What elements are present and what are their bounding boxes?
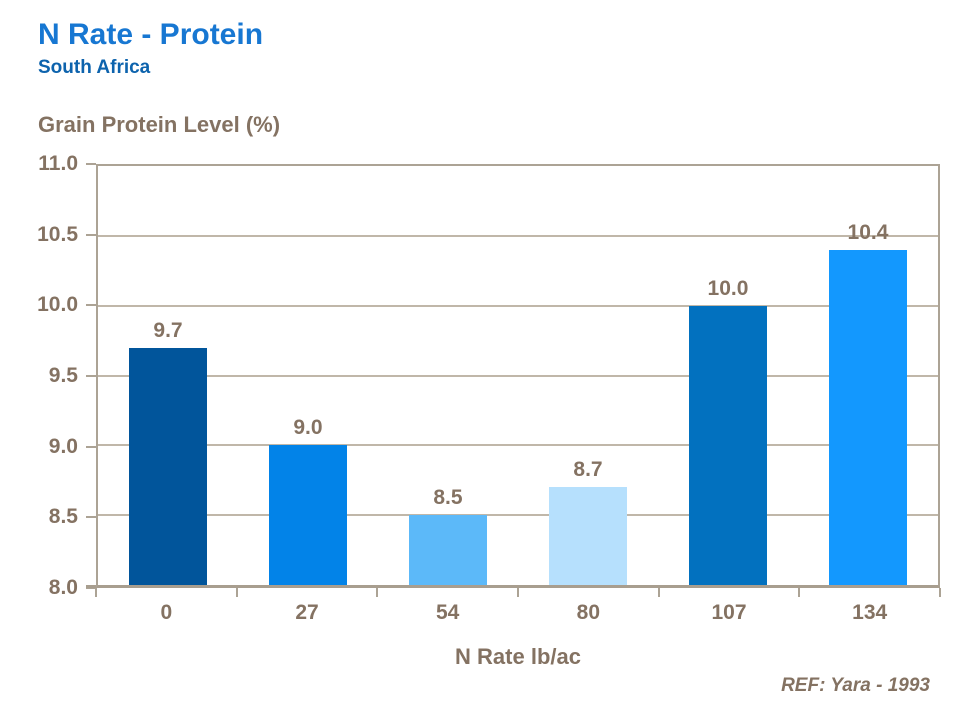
y-axis-labels: 8.0 8.5 9.0 9.5 10.0 10.5 11.0 bbox=[0, 152, 86, 599]
y-tick-label: 8.5 bbox=[48, 505, 78, 529]
y-tick-label: 10.5 bbox=[37, 222, 78, 246]
x-axis-title: N Rate lb/ac bbox=[455, 644, 581, 669]
x-axis-labels: 0 27 54 80 107 134 bbox=[96, 601, 940, 631]
gridline bbox=[98, 234, 938, 237]
x-axis-extension bbox=[86, 585, 96, 588]
x-tick-label: 134 bbox=[852, 601, 888, 624]
x-tick-mark bbox=[517, 588, 519, 597]
x-tick-mark bbox=[235, 588, 238, 597]
bar bbox=[129, 347, 207, 585]
y-axis-title: Grain Protein Level (%) bbox=[38, 112, 281, 137]
bar-slot: 8.5 bbox=[378, 166, 518, 585]
bar-slot: 10.0 bbox=[658, 166, 798, 585]
gridline bbox=[98, 374, 938, 377]
bar-slot: 9.0 bbox=[238, 166, 378, 585]
bar-value-label: 8.7 bbox=[573, 458, 603, 482]
y-tick-mark bbox=[86, 445, 96, 448]
chart-title: N Rate - Protein bbox=[38, 18, 264, 51]
x-tick-label: 0 bbox=[160, 601, 173, 624]
bar-value-label: 9.7 bbox=[153, 318, 183, 342]
y-tick-mark bbox=[86, 375, 96, 377]
gridline bbox=[98, 304, 938, 307]
bar-value-label: 9.0 bbox=[293, 416, 323, 440]
bar-value-label: 10.4 bbox=[847, 220, 889, 244]
bar-value-label: 8.5 bbox=[433, 486, 463, 510]
y-tick-mark bbox=[86, 163, 96, 165]
ref-note: REF: Yara - 1993 bbox=[781, 675, 930, 696]
bar bbox=[409, 515, 487, 585]
bar-slot: 8.7 bbox=[518, 166, 658, 585]
y-tick-label: 8.0 bbox=[48, 576, 78, 599]
bar-series: 9.7 9.0 8.5 8.7 10.0 10.4 bbox=[98, 166, 938, 585]
gridline bbox=[98, 514, 938, 517]
bar-slot: 10.4 bbox=[798, 166, 938, 585]
y-tick-mark bbox=[86, 233, 96, 236]
x-tick-label: 27 bbox=[295, 601, 319, 624]
chart-subtitle: South Africa bbox=[38, 57, 151, 78]
bar bbox=[829, 249, 907, 585]
bar bbox=[269, 445, 347, 585]
gridline bbox=[98, 444, 938, 447]
x-tick-mark bbox=[657, 588, 660, 597]
x-tick-label: 107 bbox=[711, 601, 747, 624]
y-tick-mark bbox=[86, 516, 96, 519]
bar bbox=[549, 487, 627, 585]
x-axis-ticks bbox=[95, 588, 941, 598]
gridlines bbox=[98, 166, 938, 585]
x-tick-mark bbox=[95, 588, 97, 597]
x-tick-mark bbox=[376, 588, 379, 597]
y-tick-mark bbox=[86, 587, 96, 589]
y-tick-mark bbox=[86, 304, 96, 307]
bar-value-label: 10.0 bbox=[707, 276, 749, 300]
x-tick-mark bbox=[798, 588, 801, 597]
y-tick-label: 9.0 bbox=[48, 434, 78, 458]
y-tick-label: 9.5 bbox=[48, 364, 78, 387]
y-tick-label: 10.0 bbox=[37, 293, 78, 317]
x-tick-mark bbox=[939, 588, 941, 597]
bar bbox=[689, 305, 767, 585]
plot-area: 9.7 9.0 8.5 8.7 10.0 10.4 bbox=[96, 164, 940, 588]
bar-slot: 9.7 bbox=[98, 166, 238, 585]
y-tick-label: 11.0 bbox=[38, 152, 78, 175]
y-axis-ticks bbox=[86, 163, 96, 589]
x-tick-label: 80 bbox=[576, 601, 601, 624]
x-tick-label: 54 bbox=[436, 601, 460, 624]
